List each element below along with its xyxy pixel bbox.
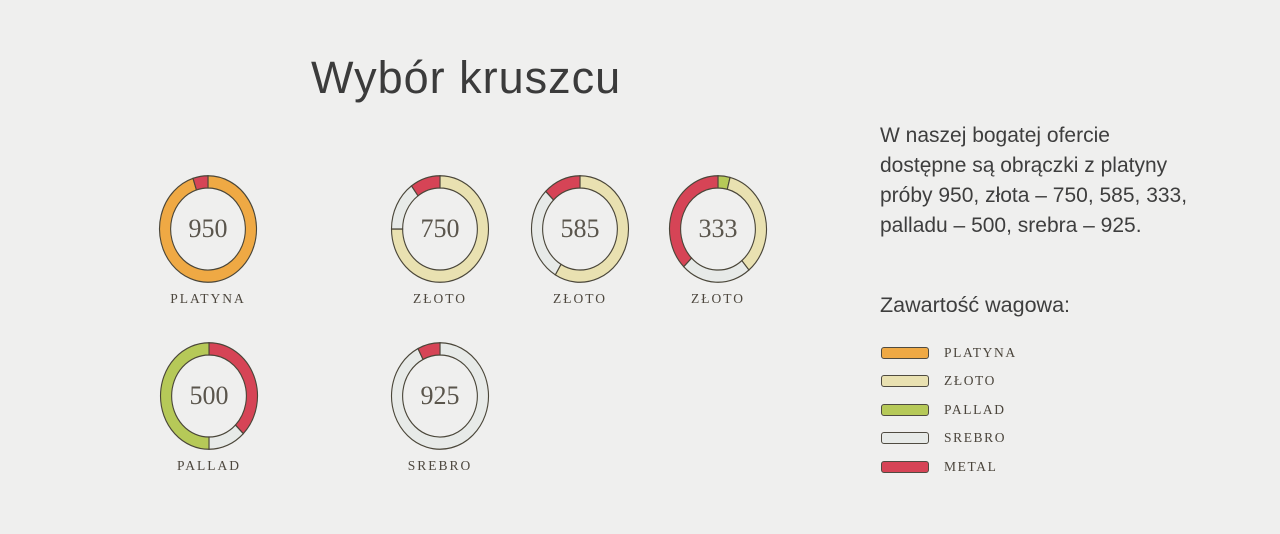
legend-row-metal: METAL xyxy=(881,458,1017,474)
donut-ring-333: 333 xyxy=(667,173,769,285)
legend-row-platyna: PLATYNA xyxy=(881,344,1017,360)
legend-heading: Zawartość wagowa: xyxy=(880,293,1070,317)
donut-ring-925: 925 xyxy=(389,340,491,452)
legend-swatch-metal xyxy=(881,460,929,473)
donut-chart-500: 500 PALLAD xyxy=(139,340,279,474)
donut-value: 950 xyxy=(188,214,228,243)
donut-segment-platyna xyxy=(158,175,258,283)
intro-text: W naszej bogatej ofercie dostępne są obr… xyxy=(880,124,1188,237)
legend-swatch-zloto xyxy=(881,375,929,387)
donut-value: 925 xyxy=(420,381,460,410)
legend-swatch-platyna xyxy=(881,346,929,359)
donut-segment-metal xyxy=(544,175,581,201)
donut-ring-950: 950 xyxy=(157,173,259,285)
donut-value: 585 xyxy=(560,214,600,243)
donut-chart-925: 925 SREBRO xyxy=(370,340,510,474)
donut-segment-metal xyxy=(410,175,441,197)
donut-ring-svg-585 xyxy=(530,175,630,283)
donut-chart-750: 750 ZŁOTO xyxy=(370,173,510,307)
donut-ring-svg-925 xyxy=(391,342,489,450)
legend-label-pallad: PALLAD xyxy=(944,401,1006,417)
donut-label: PALLAD xyxy=(176,458,241,473)
donut-ring-svg-500 xyxy=(160,342,259,450)
donut-label: ZŁOTO xyxy=(553,291,607,306)
donut-label: PLATYNA xyxy=(170,291,246,306)
donut-segment-metal xyxy=(668,175,719,268)
donut-chart-585: 585 ZŁOTO xyxy=(510,173,650,307)
legend-row-pallad: PALLAD xyxy=(881,401,1017,417)
donut-segment-srebro xyxy=(391,342,489,450)
donut-ring-svg-950 xyxy=(158,175,258,283)
legend-label-metal: METAL xyxy=(944,458,998,474)
donut-label: ZŁOTO xyxy=(691,291,745,306)
donut-value: 750 xyxy=(420,214,460,243)
legend-label-platyna: PLATYNA xyxy=(944,344,1017,360)
legend-row-zloto: ZŁOTO xyxy=(881,373,1017,388)
legend-label-zloto: ZŁOTO xyxy=(944,373,996,388)
legend-label-srebro: SREBRO xyxy=(944,430,1007,445)
page-title: Wybór kruszcu xyxy=(311,52,622,103)
donut-ring-750: 750 xyxy=(389,173,491,285)
donut-value: 333 xyxy=(698,214,738,243)
donut-chart-950: 950 PLATYNA xyxy=(138,173,278,307)
donut-label: SREBRO xyxy=(407,458,473,473)
donut-segment-metal xyxy=(192,175,209,191)
legend: PLATYNA ZŁOTO PALLAD SREBRO METAL xyxy=(881,344,1017,489)
donut-segment-metal xyxy=(417,342,441,361)
legend-swatch-pallad xyxy=(881,403,929,416)
legend-row-srebro: SREBRO xyxy=(881,430,1017,445)
donut-ring-585: 585 xyxy=(529,173,631,285)
donut-ring-svg-333 xyxy=(668,175,768,283)
donut-value: 500 xyxy=(189,381,229,410)
donut-chart-333: 333 ZŁOTO xyxy=(648,173,788,307)
donut-segment-pallad xyxy=(160,342,210,450)
donut-ring-svg-750 xyxy=(390,175,490,283)
donut-label: ZŁOTO xyxy=(413,291,467,306)
legend-swatch-srebro xyxy=(881,432,929,444)
donut-segment-zloto xyxy=(390,175,490,283)
donut-ring-500: 500 xyxy=(158,340,260,452)
